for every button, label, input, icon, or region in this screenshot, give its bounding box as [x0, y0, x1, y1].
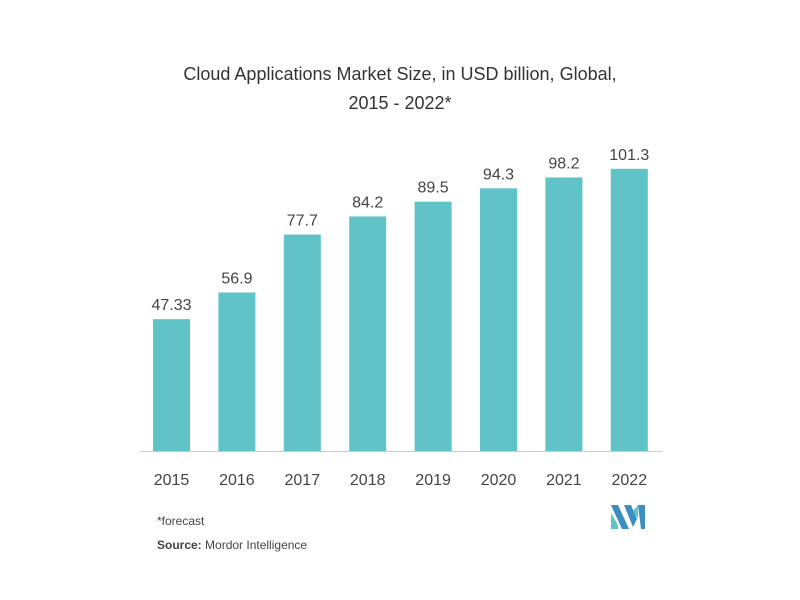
chart-title: Cloud Applications Market Size, in USD b… — [0, 60, 800, 118]
data-label: 89.5 — [418, 180, 449, 197]
subtitle-line: 2015 - 2022* — [348, 93, 452, 113]
data-label: 94.3 — [483, 166, 514, 183]
bar-2017 — [283, 234, 321, 451]
title-line: Cloud Applications Market Size, in USD b… — [183, 64, 617, 84]
bar-2020 — [480, 188, 517, 452]
data-label: 101.3 — [609, 147, 649, 164]
bar-2021 — [545, 177, 583, 451]
x-tick-label: 2019 — [415, 472, 451, 489]
bar-2016 — [218, 292, 256, 451]
bar-2022 — [610, 168, 648, 452]
x-tick-label: 2015 — [154, 472, 190, 489]
source-line: Source: Mordor Intelligence — [157, 538, 307, 552]
data-label: 84.2 — [352, 194, 383, 211]
x-tick-label: 2022 — [612, 472, 648, 489]
bar-2019 — [414, 201, 452, 451]
data-label: 47.33 — [151, 297, 191, 314]
mordor-logo-icon — [611, 505, 645, 529]
x-tick-label: 2018 — [350, 472, 386, 489]
source-value: Mordor Intelligence — [205, 538, 308, 552]
x-tick-label: 2016 — [219, 472, 255, 489]
x-tick-label: 2017 — [285, 472, 321, 489]
source-label: Source: — [157, 538, 202, 552]
x-tick-label: 2021 — [546, 472, 582, 489]
footnote: *forecast — [157, 514, 205, 528]
data-label: 98.2 — [548, 155, 579, 172]
bar-2018 — [349, 216, 387, 451]
data-label: 77.7 — [287, 213, 318, 230]
x-tick-label: 2020 — [481, 472, 517, 489]
data-label: 56.9 — [221, 270, 252, 287]
bar-2015 — [153, 319, 190, 451]
